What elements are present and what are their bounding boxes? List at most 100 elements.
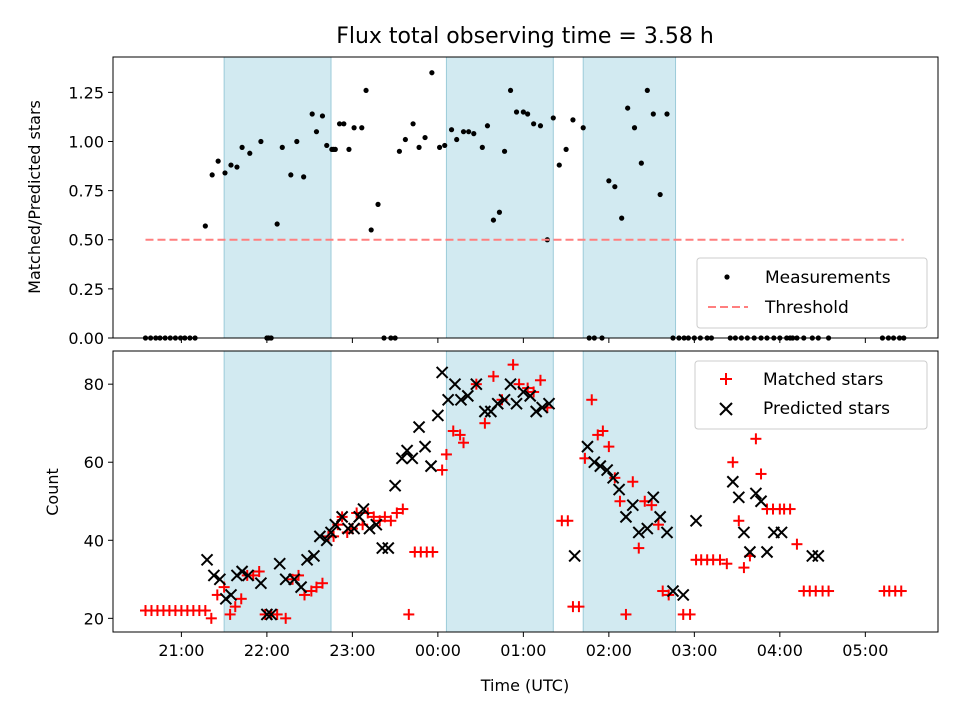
predicted-stars-point xyxy=(581,440,594,453)
predicted-stars-point xyxy=(294,580,308,594)
predicted-stars-point xyxy=(626,498,639,512)
predicted-stars-point xyxy=(406,452,419,465)
top-legend: Measurements Threshold xyxy=(696,257,928,329)
measurement-point xyxy=(479,144,485,150)
measurement-point xyxy=(631,125,638,131)
matched-stars-point xyxy=(397,503,409,515)
measurement-point xyxy=(319,113,326,119)
matched-stars-point xyxy=(368,511,380,523)
bottom-shaded-regions xyxy=(223,351,677,632)
measurement-point xyxy=(209,172,215,178)
matched-stars-point xyxy=(784,503,796,515)
predicted-stars-point xyxy=(689,514,703,527)
predicted-stars-point xyxy=(588,456,601,469)
predicted-stars-point xyxy=(357,502,370,516)
measurement-point xyxy=(650,111,656,117)
predicted-stars-point xyxy=(320,534,333,547)
predicted-stars-point xyxy=(224,588,238,602)
x-tick-label: 00:00 xyxy=(415,641,461,660)
bottom-x-axis: 21:00 22:00 23:00 00:00 01:00 02:00 03:00 04:00… xyxy=(158,632,888,660)
matched-stars-point xyxy=(271,608,283,620)
bottom-panel: 20 40 60 80 21:00 22:00 23:00 00:00 01:00 02:00 0… xyxy=(43,350,939,695)
measurement-point xyxy=(215,158,221,164)
predicted-stars-point xyxy=(641,522,654,535)
matched-stars-point xyxy=(597,425,609,437)
measurement-point xyxy=(247,150,253,156)
predicted-stars-point xyxy=(260,608,274,621)
measurement-point xyxy=(442,142,448,149)
matched-stars-point xyxy=(573,601,585,613)
legend-measurements-marker xyxy=(724,274,730,280)
matched-stars-point xyxy=(620,608,632,620)
chart-title: Flux total observing time = 3.58 h xyxy=(336,24,714,49)
top-shaded-interval-2 xyxy=(583,57,676,338)
predicted-stars-point xyxy=(606,471,620,485)
top-shaded-interval-1 xyxy=(446,57,554,338)
predicted-stars-point xyxy=(313,530,327,543)
matched-stars-point xyxy=(727,456,739,468)
predicted-stars-point xyxy=(435,366,449,379)
measurement-point xyxy=(346,146,352,152)
matched-stars-point xyxy=(310,581,322,593)
predicted-stars-point xyxy=(254,577,268,590)
bottom-x-axis-label: Time (UTC) xyxy=(480,676,569,695)
measurement-point xyxy=(460,129,467,135)
predicted-stars-point xyxy=(517,385,530,399)
measurement-point xyxy=(471,131,477,137)
measurement-point xyxy=(525,111,531,117)
predicted-stars-point xyxy=(726,475,740,488)
matched-stars-point xyxy=(440,448,452,460)
matched-stars-point xyxy=(823,585,835,597)
top-y-tick-label: 1.00 xyxy=(68,132,104,151)
bottom-shaded-interval-0 xyxy=(224,351,332,632)
matched-stars-point xyxy=(657,585,669,597)
predicted-stars-point xyxy=(666,584,680,598)
measurement-point xyxy=(513,109,520,115)
matched-stars-point xyxy=(447,425,459,437)
matched-stars-point xyxy=(750,433,762,445)
matched-stars-point xyxy=(633,542,645,554)
predicted-stars-point xyxy=(347,522,361,535)
bottom-y-tick-label: 40 xyxy=(84,531,104,550)
predicted-stars-point xyxy=(213,573,227,586)
matched-stars-point xyxy=(199,605,211,617)
measurement-point xyxy=(422,134,428,141)
measurement-point xyxy=(309,111,315,117)
matched-stars-point xyxy=(721,558,733,570)
matched-stars-point xyxy=(235,593,247,605)
matched-stars-point xyxy=(247,569,259,581)
predicted-stars-point xyxy=(754,495,768,508)
predicted-stars-point xyxy=(200,553,214,567)
measurement-point xyxy=(368,227,374,233)
predicted-stars-point xyxy=(653,510,667,524)
measurement-point xyxy=(258,138,264,145)
predicted-stars-point xyxy=(660,526,674,539)
matched-stars-point xyxy=(229,601,241,613)
measurement-point xyxy=(531,121,537,127)
measurement-point xyxy=(332,146,338,152)
top-y-tick-label: 0.25 xyxy=(68,280,104,299)
predicted-stars-point xyxy=(264,608,278,621)
measurement-point xyxy=(580,125,586,131)
predicted-stars-point xyxy=(749,487,763,500)
measurement-point xyxy=(619,215,625,221)
predicted-stars-point xyxy=(335,510,349,524)
measurement-point xyxy=(466,129,472,135)
matched-stars-point xyxy=(562,515,574,527)
matched-stars-point xyxy=(614,495,626,507)
predicted-stars-point xyxy=(382,541,395,555)
bottom-axes-frame xyxy=(112,350,939,633)
measurement-point xyxy=(402,136,408,143)
matched-stars-point xyxy=(379,511,391,523)
predicted-stars-point xyxy=(510,397,523,410)
measurement-point xyxy=(416,144,422,150)
bottom-plot-area xyxy=(139,359,907,624)
measurement-point xyxy=(556,162,562,168)
x-tick-label: 05:00 xyxy=(842,641,888,660)
matched-stars-point xyxy=(224,608,236,620)
matched-stars-point xyxy=(755,468,767,480)
predicted-stars-point xyxy=(612,483,626,496)
measurement-point xyxy=(612,184,618,190)
matched-stars-point xyxy=(205,612,217,624)
